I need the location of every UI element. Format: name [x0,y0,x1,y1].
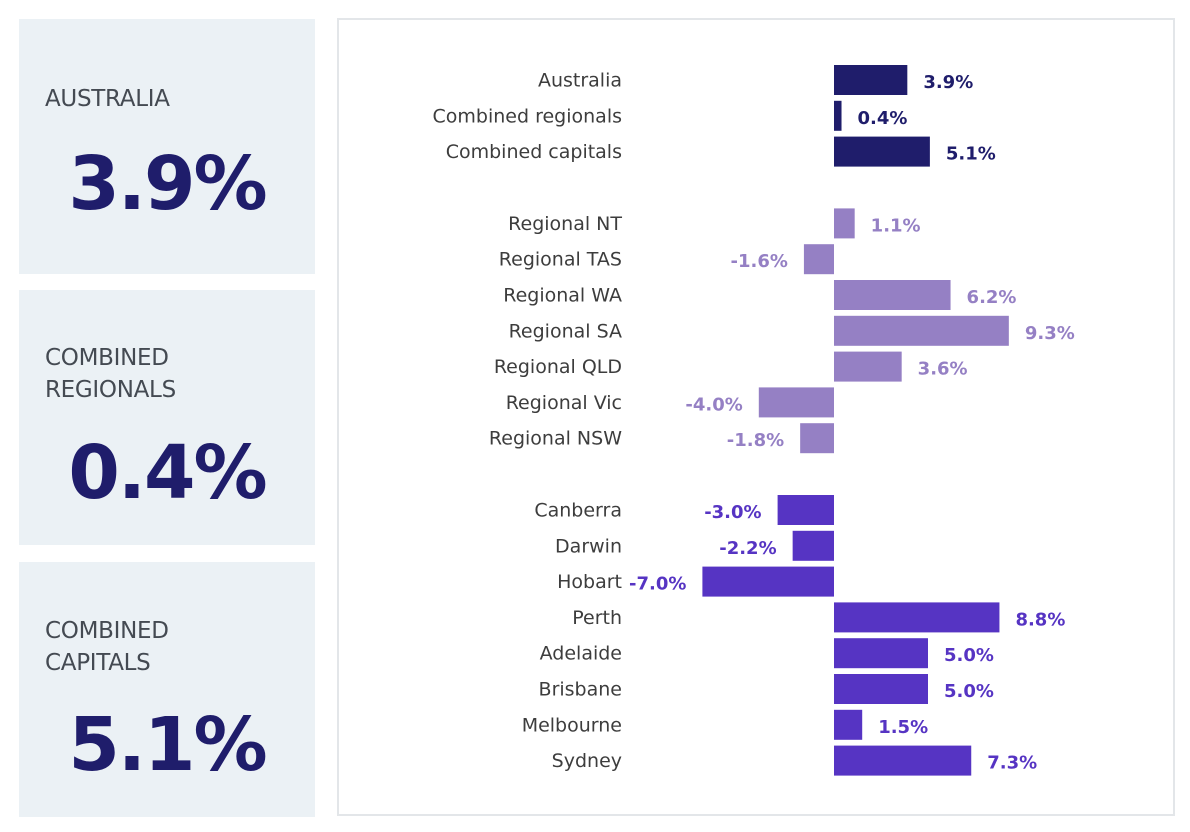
value-label: -4.0% [685,394,742,415]
chart-panel: Australia 3.9% Combined regionals 0.4% Combi… [337,18,1175,816]
bar [834,100,842,131]
value-label: 5.0% [944,645,994,666]
value-label: 3.9% [923,72,973,93]
bar [702,566,834,597]
bar [834,280,951,310]
category-label: Canberra [534,500,622,522]
kpi-label: COMBINED CAPITALS [45,615,169,679]
value-label: 3.6% [918,359,968,380]
kpi-label: AUSTRALIA [45,83,170,115]
kpi-label-line: CAPITALS [45,650,151,676]
kpi-label-line: COMBINED [45,345,169,371]
kpi-label-line: REGIONALS [45,377,176,403]
category-label: Brisbane [539,679,622,701]
value-label: 8.8% [1015,609,1065,630]
value-label: 9.3% [1025,323,1075,344]
category-label: Adelaide [540,643,622,665]
value-label: 5.1% [946,144,996,165]
bar [792,530,834,561]
kpi-value: 0.4% [68,430,267,516]
value-label: -1.8% [727,430,784,451]
value-label: 6.2% [967,287,1017,308]
value-label: -1.6% [731,251,788,272]
value-label: -3.0% [704,502,761,523]
bar [834,351,902,382]
value-label: 7.3% [987,753,1037,774]
category-label: Regional NT [508,213,622,235]
bar [800,423,834,454]
category-label: Hobart [557,571,622,593]
bar [803,244,834,275]
category-label: Regional NSW [489,428,622,450]
kpi-value: 5.1% [68,702,267,788]
bar [834,315,1009,346]
bar [834,136,930,167]
category-label: Regional SA [509,320,622,342]
value-label: 0.4% [858,108,908,129]
category-label: Regional WA [503,285,622,307]
kpi-label: COMBINED REGIONALS [45,342,176,406]
bar [777,495,834,525]
bar [834,745,972,776]
bar [834,208,855,239]
bar [834,638,928,669]
kpi-label-line: AUSTRALIA [45,86,170,112]
value-label: 1.1% [871,215,921,236]
value-label: 1.5% [878,717,928,738]
category-label: Perth [572,607,622,629]
kpi-card-australia: AUSTRALIA 3.9% [19,19,315,274]
value-label: 5.0% [944,681,994,702]
category-label: Melbourne [522,714,622,736]
bar [834,674,928,704]
kpi-card-combined-regionals: COMBINED REGIONALS 0.4% [19,290,315,545]
kpi-card-combined-capitals: COMBINED CAPITALS 5.1% [19,562,315,817]
bar [834,65,908,95]
category-label: Regional TAS [499,249,622,271]
category-label: Australia [538,70,622,92]
category-label: Sydney [552,750,622,772]
category-label: Combined regionals [433,105,622,127]
kpi-label-line: COMBINED [45,618,169,644]
bar [834,709,863,740]
value-label: -7.0% [629,574,686,595]
bar [758,387,834,418]
category-label: Combined capitals [446,141,622,163]
bar [834,602,1000,633]
category-label: Regional Vic [506,392,622,414]
bar-chart: Australia 3.9% Combined regionals 0.4% Combi… [433,65,1075,776]
category-label: Darwin [555,535,622,557]
value-label: -2.2% [719,538,776,559]
category-label: Regional QLD [494,356,622,378]
kpi-value: 3.9% [68,141,267,227]
